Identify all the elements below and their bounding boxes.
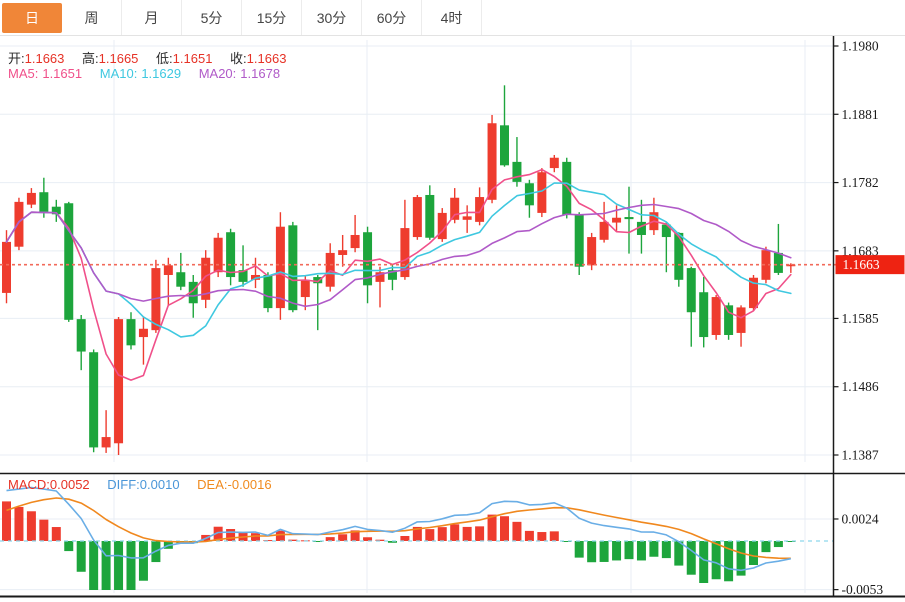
ma-legend: MA5: 1.1651 MA10: 1.1629 MA20: 1.1678 [8,66,280,81]
price-tick-1.1486: 1.1486 [842,379,879,394]
price-tick-1.1683: 1.1683 [842,243,879,258]
current-price-tag: 1.1663 [835,255,905,275]
ma20-value: 1.1678 [240,66,281,81]
ma5-value: 1.1651 [42,66,83,81]
dea-value: -0.0016 [227,477,272,492]
close-label: 收: [230,51,247,66]
period-tab-4[interactable]: 5分 [182,0,242,35]
close-value: 1.1663 [246,51,287,66]
period-tab-8[interactable]: 4时 [422,0,482,35]
ma10-value: 1.1629 [141,66,182,81]
ma5-label: MA5: [8,66,39,81]
period-tab-5[interactable]: 15分 [242,0,302,35]
price-tick-1.1782: 1.1782 [842,175,879,190]
period-tabbar: 日周月 5分 15分 30分 60分 4时 [0,0,905,36]
dea-label: DEA: [197,477,228,492]
price-tick-1.1387: 1.1387 [842,448,879,463]
period-tab-6[interactable]: 30分 [302,0,362,35]
open-value: 1.1663 [24,51,65,66]
high-value: 1.1665 [98,51,139,66]
ma10-label: MA10: [99,66,138,81]
period-tab-1[interactable]: 日 [2,0,62,35]
low-value: 1.1651 [172,51,213,66]
price-tick-1.1881: 1.1881 [842,107,879,122]
price-tick-1.1980: 1.1980 [842,39,879,54]
ohlc-legend: 开:1.1663 高:1.1665 低:1.1651 收:1.1663 [8,48,286,67]
macd-legend: MACD:0.0052 DIFF:0.0010 DEA:-0.0016 [8,477,272,492]
period-tab-3[interactable]: 月 [122,0,182,35]
low-label: 低: [156,51,173,66]
macd-value: 0.0052 [49,477,90,492]
macd-tick-0.0024: 0.0024 [842,511,879,526]
period-tab-2[interactable]: 周 [62,0,122,35]
open-label: 开: [8,51,25,66]
macd-tick--0.0053: -0.0053 [842,582,884,597]
macd-label: MACD: [8,477,50,492]
svg-text:1.1663: 1.1663 [843,257,880,272]
price-tick-1.1585: 1.1585 [842,311,879,326]
diff-value: 0.0010 [139,477,180,492]
period-tab-7[interactable]: 60分 [362,0,422,35]
diff-label: DIFF: [107,477,140,492]
ma20-label: MA20: [198,66,237,81]
high-label: 高: [82,51,99,66]
